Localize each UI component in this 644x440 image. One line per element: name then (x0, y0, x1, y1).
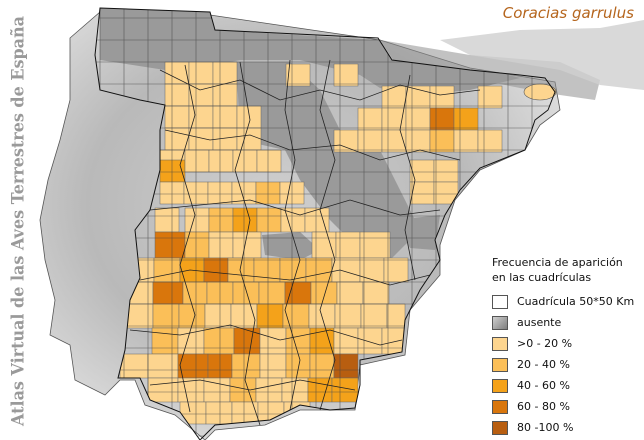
legend-label: Cuadrícula 50*50 Km (517, 295, 635, 308)
legend-label: >0 - 20 % (517, 337, 573, 350)
atlas-title-text: Atlas Virtual de las Aves Terrestres de … (9, 16, 29, 427)
legend-label: ausente (517, 316, 562, 329)
legend-item-0-20: >0 - 20 % (492, 333, 642, 354)
spain-outline (94, 7, 556, 440)
legend-label: 40 - 60 % (517, 379, 570, 392)
legend-title-line1: Frecuencia de aparición (492, 256, 623, 269)
utm-grid (95, 8, 555, 440)
legend-swatch (492, 336, 508, 351)
legend-item-40-60: 40 - 60 % (492, 375, 642, 396)
legend-swatch (492, 378, 508, 393)
legend-item-60-80: 60 - 80 % (492, 396, 642, 417)
legend-title-line2: en las cuadrículas (492, 271, 592, 284)
legend: Frecuencia de aparición en las cuadrícul… (492, 255, 642, 438)
legend-label: 80 -100 % (517, 421, 574, 434)
legend-swatch (492, 294, 508, 309)
legend-swatch (492, 315, 508, 330)
legend-swatch (492, 420, 508, 435)
legend-swatch (492, 399, 508, 414)
france-relief (440, 20, 644, 90)
legend-swatch (492, 357, 508, 372)
legend-label: 60 - 80 % (517, 400, 570, 413)
legend-item-grid: Cuadrícula 50*50 Km (492, 291, 642, 312)
absent-areas (100, 8, 520, 260)
legend-item-80-100: 80 -100 % (492, 417, 642, 438)
atlas-title: Atlas Virtual de las Aves Terrestres de … (9, 16, 29, 427)
legend-item-20-40: 20 - 40 % (492, 354, 642, 375)
province-borders (129, 59, 481, 426)
legend-title: Frecuencia de aparición en las cuadrícul… (492, 255, 642, 285)
species-name: Coracias garrulus (502, 4, 634, 22)
legend-item-absent: ausente (492, 312, 642, 333)
legend-label: 20 - 40 % (517, 358, 570, 371)
